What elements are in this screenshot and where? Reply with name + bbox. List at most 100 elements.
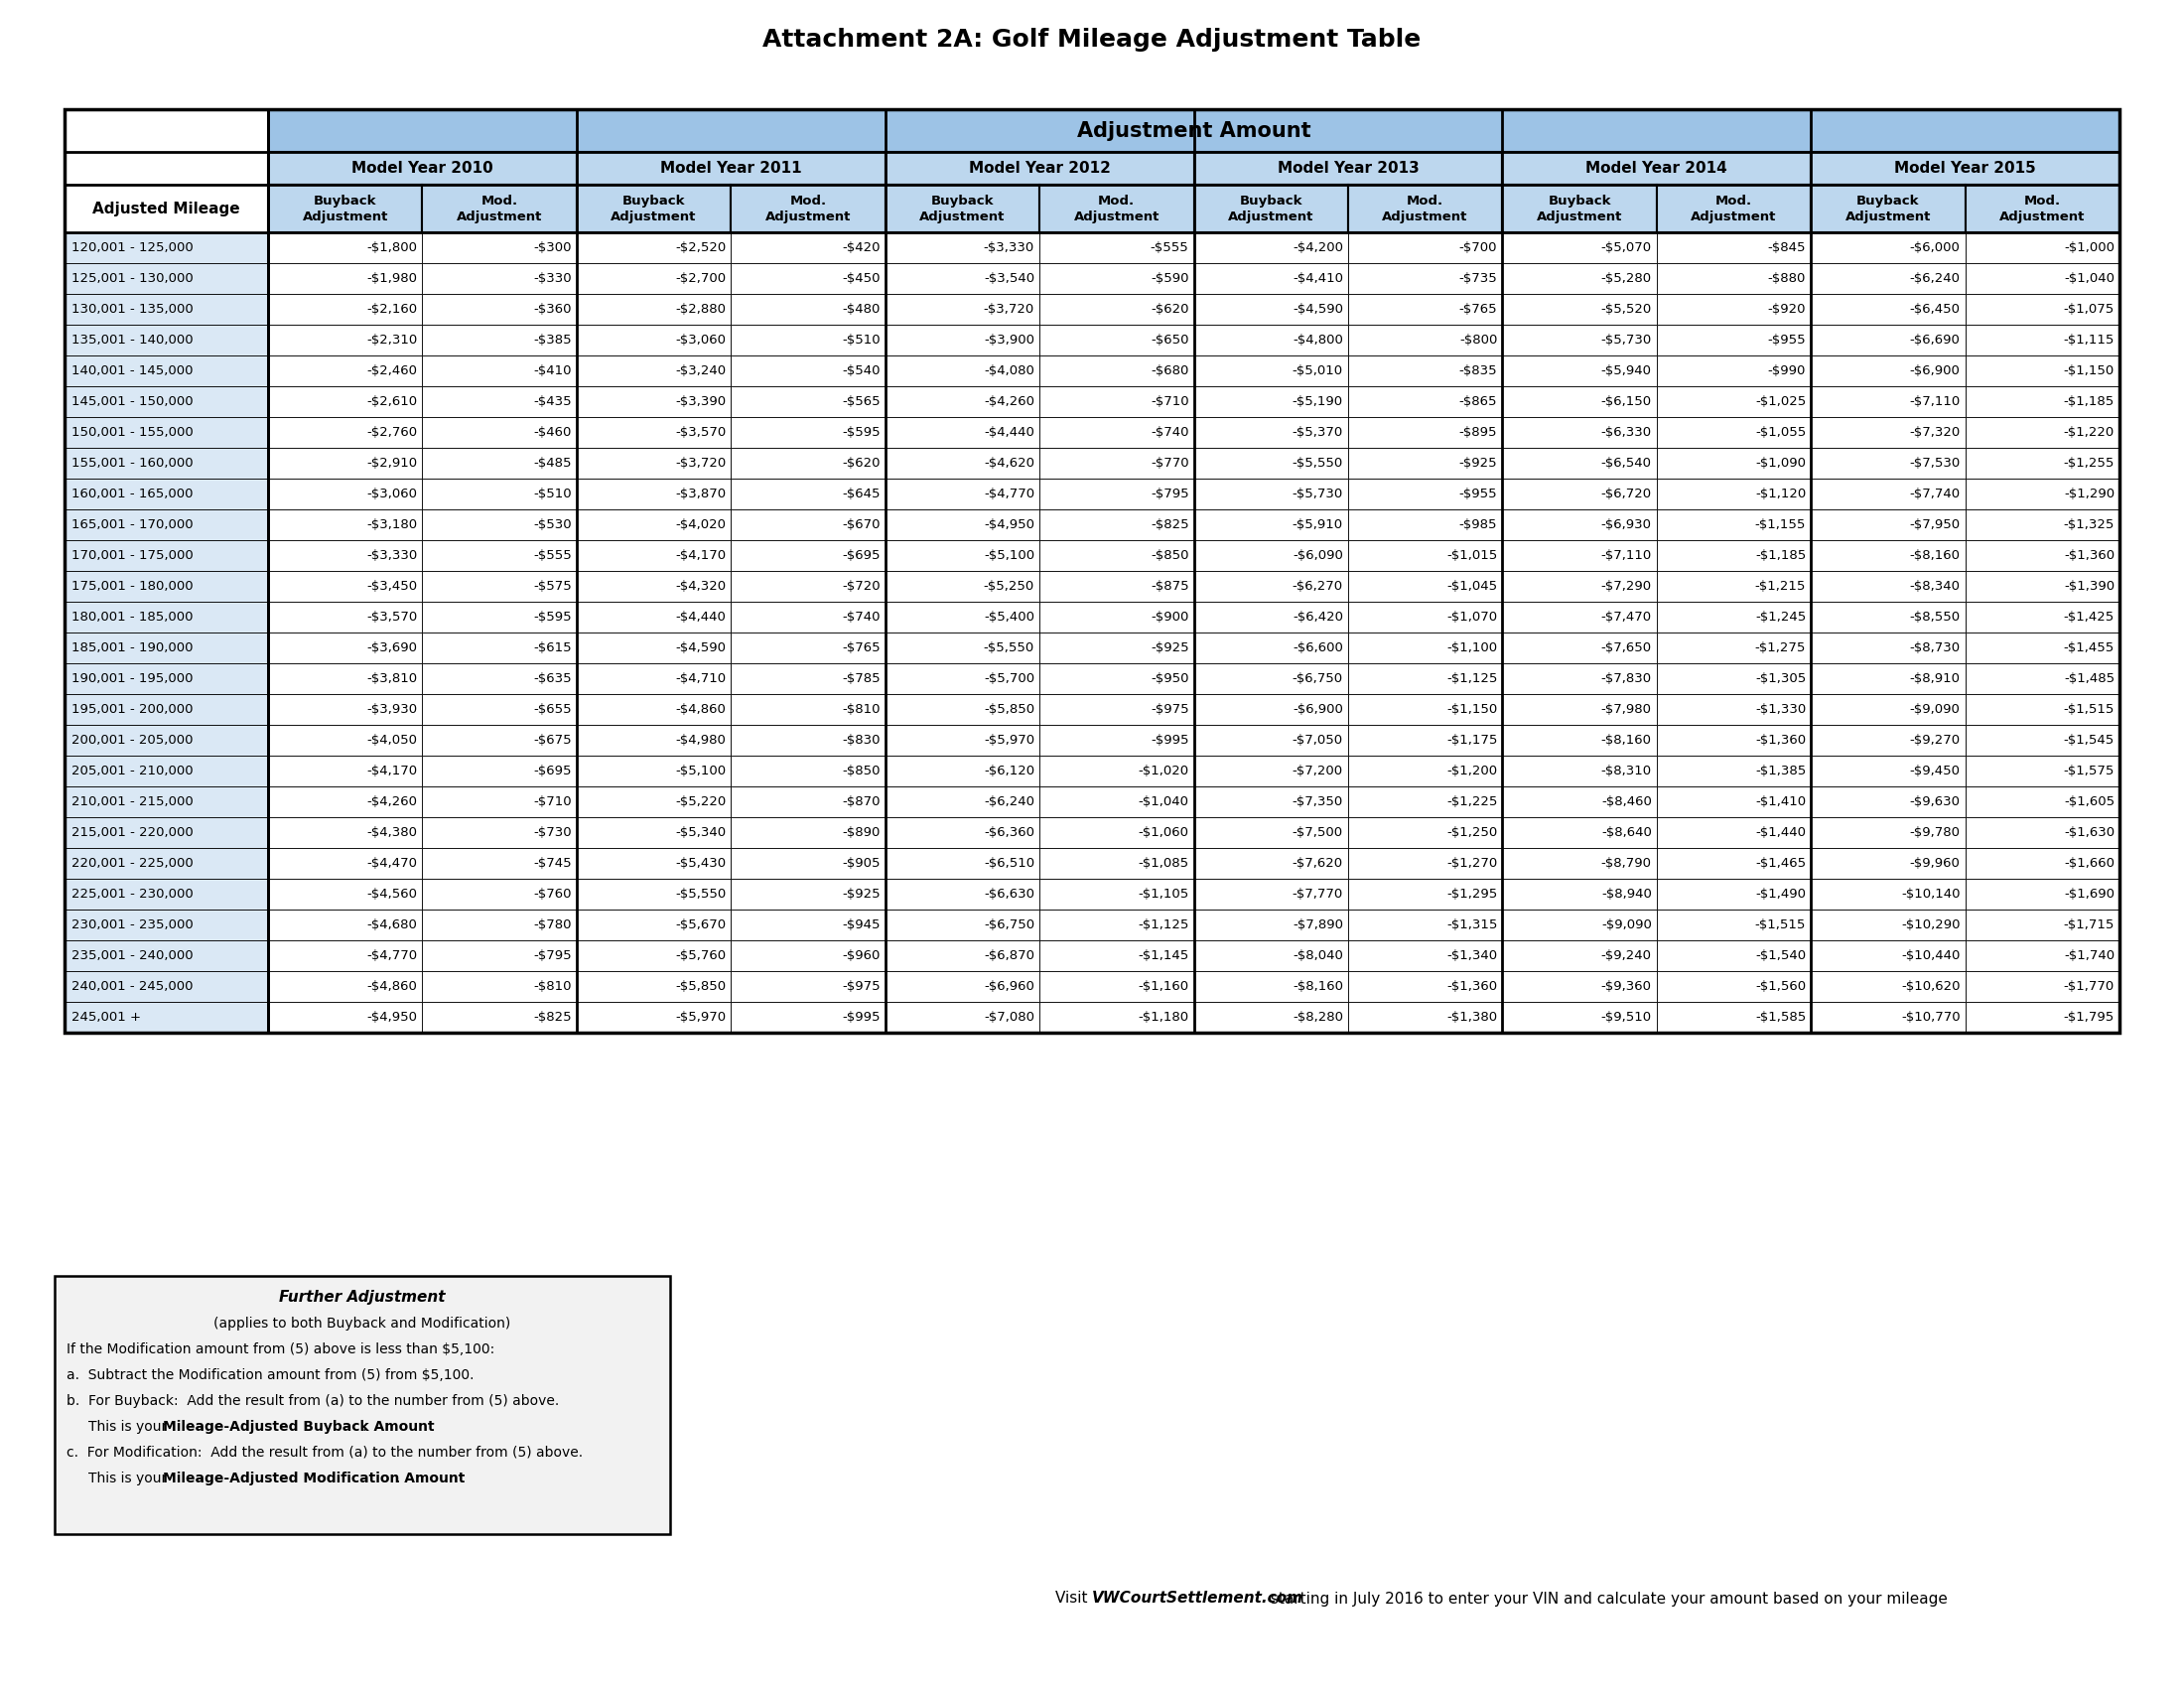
Bar xyxy=(66,940,269,971)
Text: -$1,560: -$1,560 xyxy=(1756,981,1806,993)
Text: 215,001 - 220,000: 215,001 - 220,000 xyxy=(72,825,194,839)
Bar xyxy=(1348,417,1503,447)
Text: -$4,020: -$4,020 xyxy=(675,518,725,532)
Bar xyxy=(1040,571,1195,601)
Text: -$1,630: -$1,630 xyxy=(2064,825,2114,839)
Bar xyxy=(66,971,269,1003)
Text: VWCourtSettlement.com: VWCourtSettlement.com xyxy=(1092,1592,1304,1605)
Text: -$7,350: -$7,350 xyxy=(1293,795,1343,809)
Bar xyxy=(1348,724,1503,756)
Text: -$10,620: -$10,620 xyxy=(1900,981,1961,993)
Bar xyxy=(1040,847,1195,879)
Bar xyxy=(1966,940,2118,971)
Text: -$1,055: -$1,055 xyxy=(1756,425,1806,439)
Text: -$760: -$760 xyxy=(533,888,572,901)
Bar xyxy=(1195,694,1348,724)
Text: -$1,575: -$1,575 xyxy=(2064,765,2114,778)
Bar xyxy=(1503,294,1658,324)
Bar xyxy=(1658,601,1811,633)
Bar xyxy=(422,817,577,847)
Text: Buyback
Adjustment: Buyback Adjustment xyxy=(1538,194,1623,223)
Bar xyxy=(1503,324,1658,356)
Bar xyxy=(422,879,577,910)
Text: -$6,270: -$6,270 xyxy=(1293,581,1343,592)
Text: Adjusted Mileage: Adjusted Mileage xyxy=(92,201,240,216)
Bar xyxy=(66,910,269,940)
Bar xyxy=(1811,971,1966,1003)
Bar xyxy=(577,847,732,879)
Text: .: . xyxy=(360,1420,365,1433)
Text: -$4,860: -$4,860 xyxy=(367,981,417,993)
Bar xyxy=(422,447,577,479)
Text: -$875: -$875 xyxy=(1151,581,1188,592)
Bar xyxy=(1195,152,1503,184)
Bar xyxy=(885,663,1040,694)
Bar xyxy=(1195,847,1348,879)
Bar xyxy=(269,787,422,817)
Text: -$4,320: -$4,320 xyxy=(675,581,725,592)
Bar xyxy=(269,324,422,356)
Text: 180,001 - 185,000: 180,001 - 185,000 xyxy=(72,611,192,623)
Bar xyxy=(1503,263,1658,294)
Bar xyxy=(1966,879,2118,910)
Text: -$1,150: -$1,150 xyxy=(2064,365,2114,378)
Bar xyxy=(422,417,577,447)
Text: -$510: -$510 xyxy=(841,334,880,346)
Text: -$1,390: -$1,390 xyxy=(2064,581,2114,592)
Text: -$735: -$735 xyxy=(1459,272,1498,285)
Bar xyxy=(269,110,2118,152)
Bar xyxy=(1658,910,1811,940)
Bar xyxy=(1503,879,1658,910)
Bar xyxy=(1348,787,1503,817)
Text: -$1,015: -$1,015 xyxy=(1446,549,1498,562)
Bar xyxy=(1966,294,2118,324)
Text: -$1,250: -$1,250 xyxy=(1446,825,1498,839)
Bar xyxy=(1966,756,2118,787)
Text: 205,001 - 210,000: 205,001 - 210,000 xyxy=(72,765,192,778)
Bar xyxy=(1966,324,2118,356)
Bar xyxy=(577,447,732,479)
Bar xyxy=(422,324,577,356)
Text: -$615: -$615 xyxy=(533,641,572,655)
Bar xyxy=(1966,233,2118,263)
Bar xyxy=(1658,787,1811,817)
Text: -$9,360: -$9,360 xyxy=(1601,981,1651,993)
Text: -$7,830: -$7,830 xyxy=(1601,672,1651,685)
Bar xyxy=(885,479,1040,510)
Text: -$1,980: -$1,980 xyxy=(367,272,417,285)
Text: -$1,465: -$1,465 xyxy=(1756,858,1806,869)
Text: b.  For Buyback:  Add the result from (a) to the number from (5) above.: b. For Buyback: Add the result from (a) … xyxy=(66,1394,559,1408)
Text: -$900: -$900 xyxy=(1151,611,1188,623)
Bar xyxy=(732,817,885,847)
Text: -$1,360: -$1,360 xyxy=(2064,549,2114,562)
Bar xyxy=(1195,263,1348,294)
Text: -$4,770: -$4,770 xyxy=(367,949,417,962)
Bar xyxy=(422,387,577,417)
Text: -$6,150: -$6,150 xyxy=(1601,395,1651,408)
Text: -$4,170: -$4,170 xyxy=(367,765,417,778)
Text: -$1,715: -$1,715 xyxy=(2064,918,2114,932)
Text: -$5,970: -$5,970 xyxy=(675,1011,725,1023)
Text: starting in July 2016 to enter your VIN and calculate your amount based on your : starting in July 2016 to enter your VIN … xyxy=(1267,1592,1948,1605)
Text: -$740: -$740 xyxy=(843,611,880,623)
Bar xyxy=(1503,724,1658,756)
Text: -$870: -$870 xyxy=(843,795,880,809)
Bar xyxy=(732,724,885,756)
Text: -$7,620: -$7,620 xyxy=(1293,858,1343,869)
Bar xyxy=(1195,940,1348,971)
Bar xyxy=(269,447,422,479)
Bar xyxy=(1040,294,1195,324)
Text: -$1,545: -$1,545 xyxy=(2064,734,2114,746)
Text: This is your: This is your xyxy=(87,1472,170,1485)
Text: -$780: -$780 xyxy=(533,918,572,932)
Text: -$2,700: -$2,700 xyxy=(675,272,725,285)
Bar xyxy=(732,233,885,263)
Bar xyxy=(1348,447,1503,479)
Text: -$1,085: -$1,085 xyxy=(1138,858,1188,869)
Bar xyxy=(577,571,732,601)
Bar xyxy=(1040,510,1195,540)
Bar xyxy=(1811,510,1966,540)
Text: -$6,240: -$6,240 xyxy=(983,795,1035,809)
Bar xyxy=(1195,910,1348,940)
Text: -$5,940: -$5,940 xyxy=(1601,365,1651,378)
